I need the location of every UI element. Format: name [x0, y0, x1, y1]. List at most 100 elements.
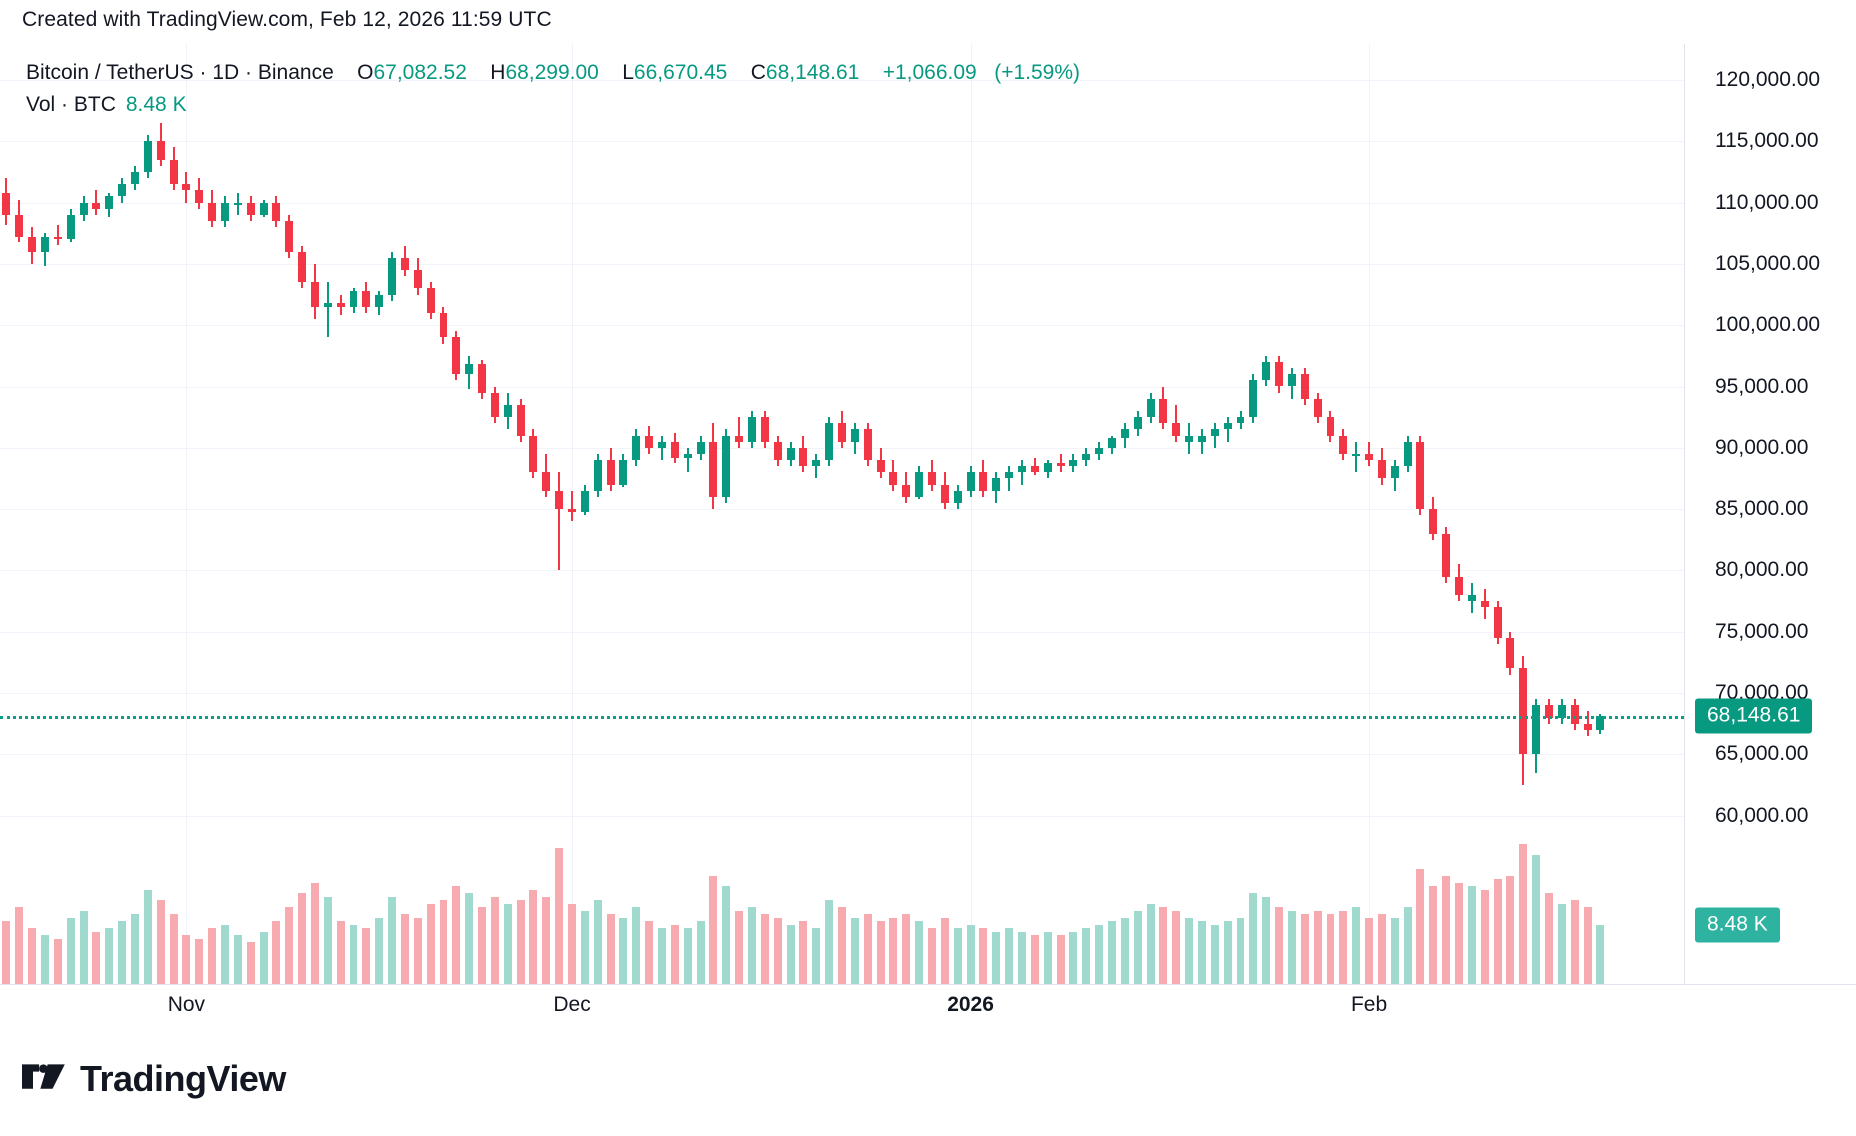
candle-body	[876, 460, 885, 473]
candle-body	[53, 236, 62, 240]
volume-bar	[388, 896, 397, 984]
price-axis[interactable]: 120,000.00 115,000.00 110,000.00 105,000.00…	[1684, 44, 1856, 984]
price-axis-tick: 90,000.00	[1715, 435, 1809, 459]
candle-body	[1082, 453, 1091, 461]
candle-body	[465, 364, 474, 375]
volume-bar	[1287, 910, 1296, 984]
volume-legend-label[interactable]: Vol · BTC	[26, 93, 116, 116]
volume-bar	[915, 921, 924, 984]
volume-bar	[1056, 935, 1065, 984]
candle-body	[28, 236, 37, 252]
candle-body	[143, 141, 152, 172]
candle-body	[915, 472, 924, 497]
candle-body	[1017, 466, 1026, 473]
candle-body	[92, 202, 101, 209]
candle-body	[388, 257, 397, 295]
volume-bar	[940, 917, 949, 984]
candle-body	[1570, 705, 1579, 724]
candle-body	[1005, 472, 1014, 479]
chart-legend-volume: Vol · BTC 8.48 K	[26, 90, 187, 120]
volume-bar	[658, 928, 666, 984]
candle-body	[1326, 417, 1335, 436]
volume-bar	[1365, 917, 1374, 984]
volume-bar	[349, 924, 358, 984]
current-volume-badge: 8.48 K	[1695, 907, 1780, 943]
candle-wick	[738, 417, 741, 448]
candle-body	[1493, 607, 1502, 638]
volume-bar	[1043, 931, 1052, 984]
volume-bar	[323, 896, 332, 984]
candle-body	[658, 441, 666, 448]
grid-line	[0, 263, 1684, 265]
candle-body	[400, 257, 409, 271]
volume-bar	[1005, 928, 1014, 984]
grid-line	[0, 631, 1684, 633]
time-axis[interactable]: Nov Dec 2026 Feb	[0, 984, 1856, 1036]
volume-bar	[503, 903, 512, 984]
volume-bar	[452, 886, 461, 984]
candle-body	[748, 417, 756, 442]
candle-body	[478, 364, 487, 393]
volume-bar	[838, 907, 846, 984]
volume-bar	[195, 938, 204, 984]
candle-body	[927, 472, 936, 485]
price-axis-tick: 85,000.00	[1715, 497, 1809, 521]
volume-bar	[1583, 907, 1592, 984]
candle-body	[1262, 361, 1271, 381]
legend-change-percent: (+1.59%)	[994, 61, 1081, 84]
volume-bar	[1455, 882, 1464, 984]
candle-body	[1506, 637, 1515, 669]
volume-bar	[310, 882, 319, 984]
candle-body	[1352, 453, 1361, 456]
candle-body	[66, 214, 75, 240]
volume-bar	[53, 938, 62, 984]
candle-body	[169, 159, 178, 185]
volume-bar	[1390, 917, 1399, 984]
volume-bar	[876, 921, 885, 984]
legend-high-label: H	[490, 61, 506, 84]
legend-high-value: 68,299.00	[505, 61, 599, 84]
volume-bar	[1480, 889, 1489, 984]
candle-body	[156, 141, 165, 160]
volume-bar	[593, 900, 602, 984]
candle-body	[1275, 361, 1284, 387]
candle-body	[838, 423, 846, 442]
candle-body	[1429, 509, 1438, 534]
candle-body	[426, 288, 435, 313]
candle-body	[760, 417, 769, 442]
volume-bar	[413, 917, 422, 984]
candle-wick	[326, 282, 329, 338]
volume-bar	[375, 917, 384, 984]
candle-wick	[558, 472, 561, 571]
volume-bar	[1120, 917, 1129, 984]
candle-body	[850, 429, 859, 442]
volume-bar	[92, 931, 101, 984]
chart-plot-area[interactable]	[0, 44, 1684, 984]
candle-body	[1416, 441, 1425, 510]
candle-body	[1442, 533, 1451, 577]
legend-symbol[interactable]: Bitcoin / TetherUS · 1D · Binance	[26, 61, 334, 84]
time-axis-tick: Dec	[553, 993, 591, 1016]
grid-line	[0, 693, 1684, 694]
time-axis-tick: Nov	[167, 993, 206, 1016]
volume-bar	[298, 893, 307, 984]
volume-bar	[683, 928, 692, 984]
candle-body	[490, 392, 499, 418]
volume-bar	[1493, 879, 1502, 984]
volume-bar	[863, 914, 872, 984]
time-axis-tick: Feb	[1350, 993, 1388, 1016]
candle-body	[1377, 460, 1386, 479]
candle-body	[1236, 417, 1245, 424]
volume-bar	[1223, 921, 1232, 984]
volume-bar	[1030, 935, 1039, 984]
volume-bar	[66, 917, 75, 984]
current-price-badge: 68,148.61	[1695, 698, 1813, 734]
volume-bar	[490, 896, 499, 984]
candle-body	[696, 441, 705, 454]
volume-bar	[516, 900, 525, 984]
volume-bar	[889, 917, 898, 984]
candle-body	[272, 202, 281, 221]
price-axis-tick: 110,000.00	[1715, 190, 1819, 214]
candle-body	[619, 460, 628, 485]
candle-body	[503, 404, 512, 418]
